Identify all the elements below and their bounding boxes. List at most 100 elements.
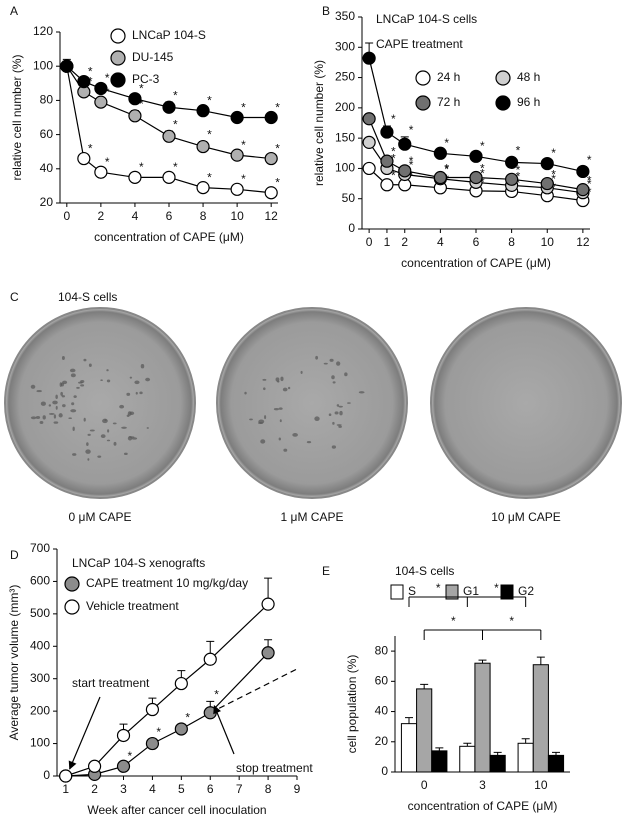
x-tick-label: 8 [265, 782, 272, 796]
colony [129, 376, 133, 379]
colony [339, 410, 343, 416]
colony [338, 405, 343, 408]
data-point [77, 74, 91, 89]
significance-star: * [516, 144, 521, 158]
colony [263, 387, 266, 391]
colony [76, 386, 80, 389]
y-tick-label: 40 [375, 704, 389, 718]
significance-star: * [128, 749, 133, 763]
data-point [261, 646, 275, 660]
x-tick-label: 0 [366, 235, 373, 249]
colony [71, 402, 75, 406]
y-tick-label: 100 [33, 58, 53, 72]
legend-marker [415, 70, 431, 86]
data-point [362, 112, 376, 126]
colony [336, 361, 341, 366]
colony [106, 379, 111, 383]
y-tick-label: 350 [335, 9, 355, 23]
colony [68, 417, 72, 420]
data-point [380, 178, 394, 192]
colony [338, 425, 342, 428]
y-tick-label: 60 [375, 674, 389, 688]
colony [62, 380, 68, 385]
data-point [264, 186, 278, 200]
legend-label: DU-145 [132, 50, 174, 64]
significance-star: * [451, 614, 456, 628]
significance-star: * [214, 688, 219, 702]
x-tick-label: 0 [63, 209, 70, 223]
y-tick-label: 300 [30, 671, 50, 685]
colony [87, 458, 90, 461]
colony [119, 404, 125, 409]
data-point [469, 149, 483, 163]
y-tick-label: 600 [30, 574, 50, 588]
significance-star: * [207, 128, 212, 142]
panel-label: D [10, 548, 19, 562]
colony [62, 404, 66, 408]
significance-star: * [105, 85, 110, 99]
data-point [380, 125, 394, 139]
legend-marker [110, 28, 126, 44]
data-point [362, 135, 376, 149]
annotation: stop treatment [236, 761, 313, 775]
data-point [59, 769, 73, 783]
panel-label: C [10, 290, 19, 304]
colony [262, 378, 267, 381]
dish-label: 10 μM CAPE [491, 510, 561, 524]
y-tick-label: 80 [40, 93, 54, 107]
colony [126, 392, 131, 396]
colony [278, 407, 283, 410]
colony [145, 377, 151, 382]
annotation-arrow [68, 696, 101, 770]
legend-marker [495, 70, 511, 86]
significance-star: * [391, 112, 396, 126]
data-point [362, 161, 376, 176]
colony [278, 437, 281, 441]
chart-title: LNCaP 104-S xenografts [72, 556, 205, 570]
x-tick-label: 12 [265, 209, 279, 223]
significance-star: * [207, 170, 212, 184]
colony [249, 418, 253, 421]
significance-star: * [391, 144, 396, 158]
colony [283, 448, 288, 452]
y-axis-label: cell population (%) [345, 655, 359, 754]
legend-marker [415, 95, 431, 111]
y-tick-label: 50 [342, 191, 356, 205]
significance-star: * [275, 100, 280, 114]
significance-star: * [173, 117, 178, 131]
colony [55, 394, 58, 399]
colony [70, 409, 77, 413]
colony [292, 433, 298, 437]
bar [416, 688, 433, 773]
data-point [145, 702, 160, 717]
colony [97, 455, 102, 458]
colony [275, 377, 280, 382]
x-tick-label: 6 [207, 782, 214, 796]
colony [140, 363, 145, 369]
significance-star: * [436, 581, 441, 595]
colony [331, 445, 337, 449]
colony [127, 411, 132, 416]
colony [104, 419, 107, 421]
significance-star: * [516, 176, 521, 190]
colony [72, 426, 75, 432]
data-point [505, 155, 519, 169]
y-tick-label: 150 [335, 130, 355, 144]
significance-star: * [88, 64, 93, 78]
colony [334, 411, 339, 415]
data-point [230, 182, 244, 196]
y-tick-label: 60 [40, 127, 54, 141]
y-tick-label: 250 [335, 70, 355, 84]
data-point [116, 728, 131, 743]
colony [139, 391, 143, 395]
legend-label: PC-3 [132, 72, 160, 86]
panel-label: E [322, 564, 330, 578]
colony [30, 416, 37, 420]
data-point [174, 676, 188, 691]
colony [121, 426, 127, 429]
colony [60, 391, 63, 396]
colony [314, 416, 320, 422]
colony [315, 355, 319, 360]
